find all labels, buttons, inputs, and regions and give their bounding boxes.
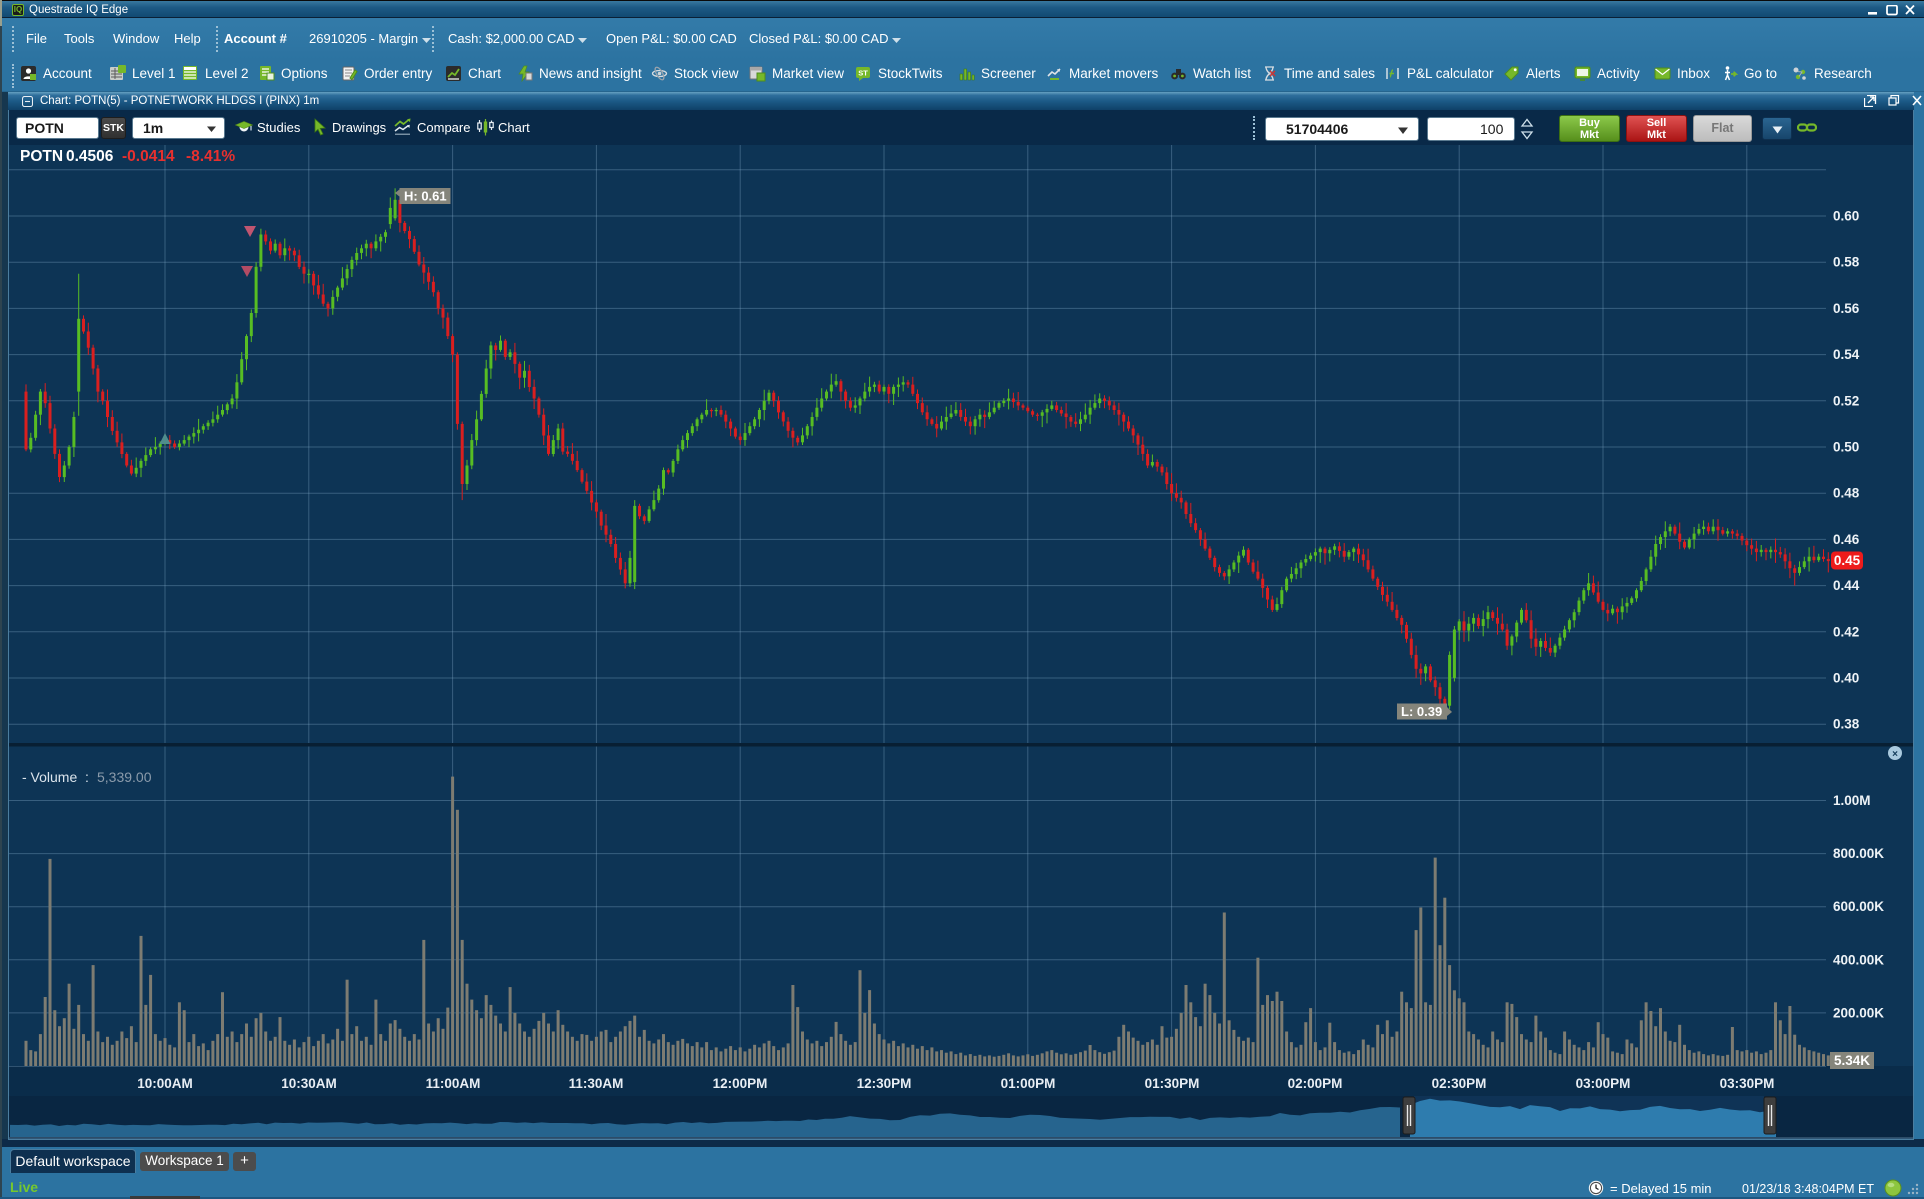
svg-text:400.00K: 400.00K [1833,952,1884,967]
svg-text:0.52: 0.52 [1833,393,1859,408]
svg-text:0.50: 0.50 [1833,440,1859,455]
svg-text:600.00K: 600.00K [1833,899,1884,914]
svg-text:5,339.00: 5,339.00 [97,769,152,785]
svg-text:02:30PM: 02:30PM [1432,1076,1487,1091]
svg-text:800.00K: 800.00K [1833,846,1884,861]
svg-text:H: 0.61: H: 0.61 [404,189,447,204]
svg-text:0.54: 0.54 [1833,347,1860,362]
svg-text:0.58: 0.58 [1833,255,1860,270]
svg-text:03:00PM: 03:00PM [1576,1076,1631,1091]
svg-text:12:30PM: 12:30PM [857,1076,912,1091]
svg-text:0.56: 0.56 [1833,301,1860,316]
svg-text:01:30PM: 01:30PM [1145,1076,1200,1091]
svg-text:×: × [1892,749,1898,760]
svg-text:- Volume :: - Volume : [22,769,89,785]
svg-text:-8.41%: -8.41% [186,148,235,165]
svg-text:01:00PM: 01:00PM [1001,1076,1056,1091]
svg-text:POTN: POTN [20,148,63,165]
svg-text:10:30AM: 10:30AM [281,1076,337,1091]
svg-text:0.4506: 0.4506 [66,148,114,165]
svg-text:0.38: 0.38 [1833,717,1860,732]
svg-text:0.42: 0.42 [1833,624,1859,639]
svg-text:10:00AM: 10:00AM [137,1076,193,1091]
svg-text:03:30PM: 03:30PM [1720,1076,1775,1091]
svg-text:0.45: 0.45 [1834,553,1861,568]
svg-text:0.40: 0.40 [1833,671,1859,686]
svg-text:L: 0.39: L: 0.39 [1401,704,1442,719]
svg-text:0.60: 0.60 [1833,209,1859,224]
svg-text:0.44: 0.44 [1833,578,1860,593]
svg-text:200.00K: 200.00K [1833,1005,1884,1020]
svg-text:11:30AM: 11:30AM [569,1076,624,1091]
svg-text:1.00M: 1.00M [1833,793,1871,808]
svg-text:12:00PM: 12:00PM [713,1076,768,1091]
svg-text:0.48: 0.48 [1833,486,1860,501]
svg-text:02:00PM: 02:00PM [1288,1076,1343,1091]
svg-text:0.46: 0.46 [1833,532,1860,547]
svg-text:5.34K: 5.34K [1834,1053,1870,1068]
svg-text:11:00AM: 11:00AM [426,1076,481,1091]
svg-text:-0.0414: -0.0414 [122,148,175,165]
svg-text:ST: ST [858,69,868,78]
